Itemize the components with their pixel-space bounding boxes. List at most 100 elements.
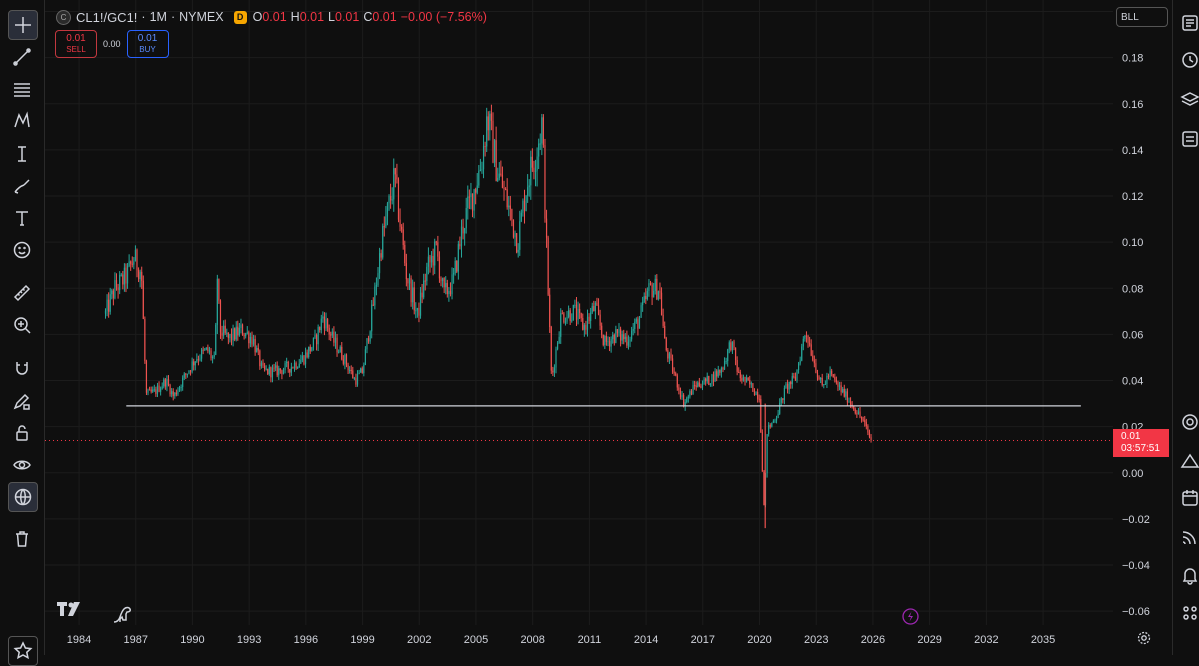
calendar-icon[interactable] — [1180, 451, 1199, 471]
candle-body — [645, 296, 647, 300]
candle-body — [643, 296, 645, 303]
candle-body — [616, 329, 619, 334]
measure-icon[interactable] — [8, 140, 36, 168]
lock-icon[interactable] — [8, 419, 36, 447]
candle-body — [460, 226, 463, 247]
candle-body — [257, 347, 259, 351]
candle-body — [246, 332, 248, 334]
zoom-in-icon[interactable] — [8, 311, 36, 339]
last-price-value: 0.01 — [1121, 431, 1141, 442]
candle-body — [109, 294, 111, 312]
candle-body — [137, 270, 140, 280]
candle-body — [760, 398, 762, 433]
globe-icon[interactable] — [8, 482, 38, 512]
y-tick-label: −0.04 — [1122, 560, 1150, 572]
candle-body — [794, 377, 797, 381]
lightning-icon[interactable] — [902, 608, 919, 630]
alert-clock-icon[interactable] — [1180, 50, 1199, 70]
candle-body — [749, 380, 751, 385]
symbol-name[interactable]: CL1!/GC1! — [76, 9, 138, 25]
candle-body — [528, 185, 530, 188]
eye-icon[interactable] — [8, 451, 36, 479]
candle-body — [363, 365, 365, 374]
candle-body — [601, 325, 603, 335]
magnet-icon[interactable] — [8, 354, 36, 382]
ruler-icon[interactable] — [8, 279, 36, 307]
candle-body — [144, 318, 146, 362]
tradingview-logo-icon[interactable] — [57, 602, 83, 623]
candle-body — [489, 113, 491, 131]
grid-icon[interactable] — [1180, 603, 1199, 623]
lock-draw-icon[interactable] — [8, 387, 36, 415]
candle-body — [731, 341, 734, 351]
star-icon[interactable] — [8, 636, 38, 666]
candle-body — [396, 174, 398, 180]
candle-body — [673, 371, 675, 374]
interval-label[interactable]: 1M — [149, 10, 167, 24]
fib-icon[interactable] — [8, 75, 36, 103]
candle-body — [501, 175, 504, 188]
candle-body — [594, 302, 596, 312]
candle-body — [664, 325, 666, 339]
candle-body — [753, 391, 756, 396]
pattern-icon[interactable] — [8, 107, 36, 135]
candle-body — [478, 170, 480, 186]
candle-body — [297, 367, 299, 369]
symbol-search-input[interactable] — [1116, 7, 1168, 27]
candle-body — [865, 422, 867, 427]
candle-body — [736, 360, 738, 372]
hotlist-icon[interactable] — [1180, 412, 1199, 432]
candle-body — [675, 373, 677, 376]
candle-body — [166, 379, 168, 387]
chart-settings-icon[interactable] — [1137, 631, 1151, 650]
news-icon[interactable] — [1180, 129, 1199, 149]
candle-body — [615, 329, 617, 344]
brush-icon[interactable] — [8, 172, 36, 200]
candle-body — [725, 361, 727, 363]
layers-icon[interactable] — [1180, 90, 1199, 110]
candle-body — [665, 338, 667, 351]
trash-icon[interactable] — [8, 525, 36, 553]
candle-body — [185, 373, 187, 375]
signal-icon[interactable] — [1180, 527, 1199, 547]
buy-button[interactable]: 0.01 BUY — [126, 30, 169, 58]
candle-body — [175, 392, 177, 395]
symbol-header[interactable]: C CL1!/GC1! · 1M · NYMEX D O 0.01 H 0.01 L… — [56, 8, 487, 26]
text-icon[interactable] — [8, 204, 36, 232]
chart-area[interactable]: 0.200.180.160.140.120.100.080.060.040.02… — [45, 0, 1172, 655]
candle-body — [119, 275, 121, 291]
candle-body — [437, 242, 439, 257]
sell-button[interactable]: 0.01 SELL — [55, 30, 97, 58]
candle-body — [605, 336, 607, 342]
candle-body — [586, 316, 589, 330]
candle-body — [401, 226, 403, 230]
x-tick-label: 2035 — [1031, 634, 1055, 646]
candle-body — [758, 398, 760, 400]
candle-body — [456, 260, 458, 272]
dino-icon[interactable] — [112, 602, 134, 629]
candle-body — [701, 384, 704, 388]
emoji-icon[interactable] — [8, 236, 36, 264]
candle-body — [657, 291, 659, 300]
x-tick-label: 2023 — [804, 634, 828, 646]
candle-body — [459, 244, 461, 247]
candle-body — [653, 290, 655, 298]
candle-body — [780, 398, 782, 403]
candle-body — [588, 316, 590, 321]
candle-body — [156, 385, 159, 394]
trend-line-icon[interactable] — [8, 43, 36, 71]
bar-countdown: 03:57:51 — [1121, 443, 1160, 454]
y-tick-label: −0.02 — [1122, 514, 1150, 526]
candle-body — [525, 195, 527, 212]
candle-body — [763, 471, 765, 506]
candle-body — [667, 350, 669, 359]
candle-body — [714, 371, 716, 382]
ideas-icon[interactable] — [1180, 488, 1199, 508]
watchlist-icon[interactable] — [1180, 13, 1199, 33]
candle-body — [734, 347, 737, 361]
candle-body — [457, 244, 459, 272]
candle-body — [141, 271, 143, 281]
crosshair-icon[interactable] — [8, 10, 38, 40]
candle-body — [339, 346, 341, 353]
notification-icon[interactable] — [1180, 565, 1199, 585]
